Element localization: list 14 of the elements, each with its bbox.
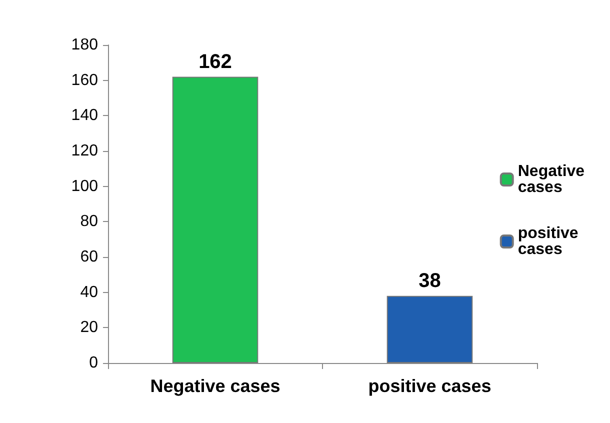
data-label: 38 <box>418 270 441 292</box>
y-tick-label: 120 <box>71 142 98 160</box>
data-label: 162 <box>198 50 232 73</box>
y-tick-label: 0 <box>89 354 98 372</box>
y-tick-label: 100 <box>71 178 98 195</box>
y-tick-label: 60 <box>80 248 98 266</box>
legend-label: positive cases <box>518 225 583 258</box>
y-tick-label: 20 <box>80 319 98 336</box>
y-tick-label: 160 <box>71 72 98 89</box>
y-tick-label: 80 <box>80 213 98 230</box>
y-tick-label: 40 <box>80 284 98 301</box>
legend-label: Negative cases <box>518 163 589 196</box>
y-tick-label: 140 <box>71 107 98 124</box>
y-tick-label: 180 <box>71 36 98 54</box>
